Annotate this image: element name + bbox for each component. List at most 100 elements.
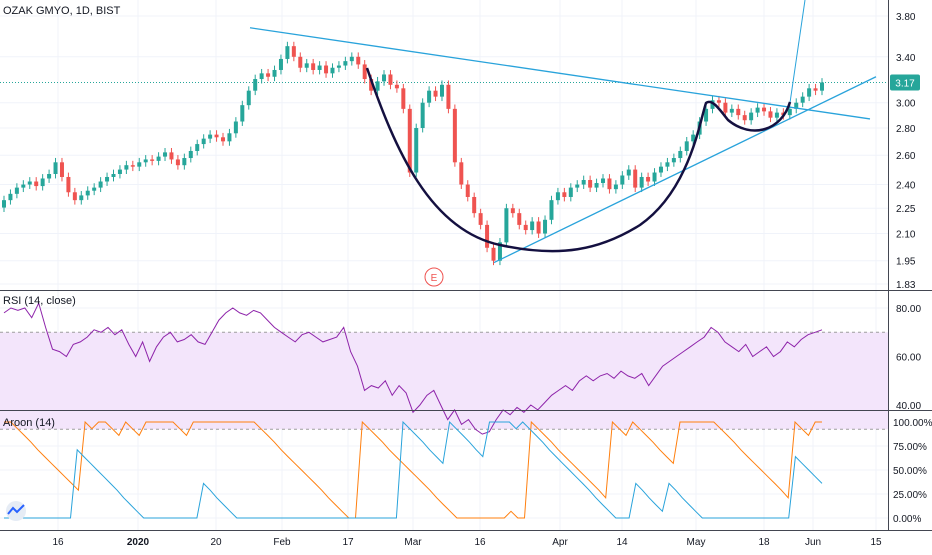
candle [485, 220, 490, 253]
candle-body [594, 183, 599, 188]
candle [111, 169, 116, 182]
candle-body [291, 46, 296, 57]
x-tick-label: 16 [474, 537, 486, 548]
candle [188, 146, 193, 163]
tradingview-logo-icon[interactable] [6, 501, 26, 521]
x-tick-label: Mar [404, 537, 422, 548]
candle-body [504, 208, 509, 243]
candle [182, 153, 187, 170]
reference-lines [0, 81, 888, 430]
candle [27, 177, 32, 189]
candle-body [356, 56, 361, 65]
candle-body [143, 159, 148, 163]
candle [671, 153, 676, 167]
candle-body [633, 169, 638, 188]
x-tick-label: Jun [805, 537, 821, 548]
x-tick-label: Feb [273, 537, 291, 548]
candle-body [150, 159, 155, 161]
candle [343, 56, 348, 70]
candle-body [813, 88, 818, 91]
candle [233, 117, 238, 138]
candle [220, 132, 225, 146]
candle-body [465, 184, 470, 197]
candle-body [736, 108, 741, 116]
candle-body [729, 108, 734, 113]
rsi-line [3, 301, 823, 435]
candle [433, 86, 438, 102]
candle [246, 86, 251, 110]
candle-body [401, 88, 406, 109]
grid-layer [0, 0, 888, 530]
candle [66, 172, 71, 197]
candle-body [478, 213, 483, 225]
candle-body [749, 112, 754, 121]
candle-body [188, 150, 193, 159]
candle [92, 183, 97, 196]
candle [14, 183, 19, 199]
x-tick-label: 18 [758, 537, 770, 548]
candle-body [253, 79, 258, 91]
candle-body [485, 224, 490, 248]
price-y-tick-label: 3.80 [896, 12, 916, 23]
candle [349, 52, 354, 66]
candle-body [34, 181, 39, 187]
candle-body [394, 84, 399, 89]
candle-body [562, 192, 567, 197]
candle-body [497, 242, 502, 261]
candle-body [336, 65, 341, 68]
candle [143, 155, 148, 167]
candle-body [53, 162, 58, 175]
candle [304, 58, 309, 73]
event-marker[interactable]: E [424, 267, 444, 287]
candle [401, 83, 406, 114]
candle-body [324, 65, 329, 74]
candle-body [266, 73, 271, 77]
candle [375, 76, 380, 96]
candle [163, 148, 168, 162]
candle [330, 63, 335, 78]
candle [356, 52, 361, 69]
candle-body [723, 102, 728, 113]
candle [414, 123, 419, 177]
breakout-trendline [789, 0, 806, 103]
candle [85, 186, 90, 200]
candle [768, 106, 773, 123]
price-y-tick-label: 2.40 [896, 181, 916, 192]
candle [259, 68, 264, 84]
candle-body [787, 108, 792, 116]
candle [723, 98, 728, 118]
x-axis: 16 2020 20 Feb 17 Mar 16 Apr 14 May 18 Jun 15 [52, 537, 882, 548]
candle-body [79, 195, 84, 201]
candle [137, 157, 142, 172]
candle [105, 172, 110, 186]
candle [214, 130, 219, 142]
candle [620, 171, 625, 189]
candle-body [472, 196, 477, 214]
aroon-pane-title: Aroon (14) [3, 417, 55, 429]
candle-body [555, 192, 560, 201]
x-tick-label: 15 [870, 537, 882, 548]
candle-body [72, 192, 77, 201]
candle-body [414, 128, 419, 173]
candle [34, 177, 39, 191]
candle-body [59, 162, 64, 177]
candle [266, 68, 271, 82]
candle [278, 54, 283, 75]
candle [736, 104, 741, 120]
candle-body [704, 108, 709, 122]
candle [523, 220, 528, 235]
candle [813, 83, 818, 96]
rsi-band [0, 332, 888, 430]
candle-body [646, 176, 651, 182]
candle [562, 187, 567, 202]
candle-body [452, 108, 457, 163]
candle-body [742, 115, 747, 121]
candle [568, 183, 573, 202]
candle-body [14, 187, 19, 194]
candle [452, 104, 457, 167]
candle [21, 180, 26, 193]
candle [510, 203, 515, 218]
candle-body [691, 134, 696, 142]
candle-body [182, 158, 187, 166]
